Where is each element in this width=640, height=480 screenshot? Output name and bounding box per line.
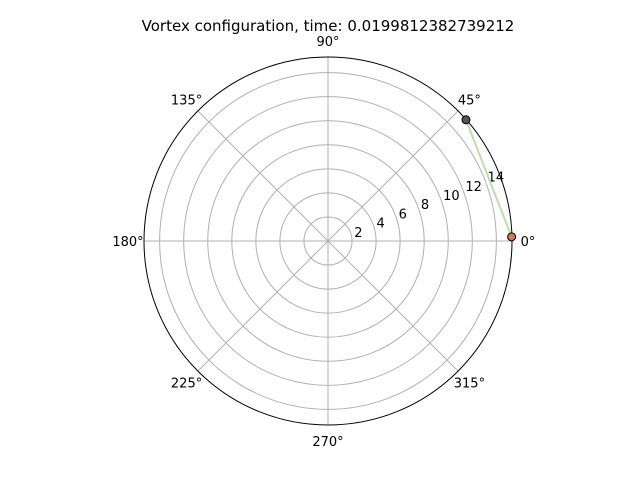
series-line xyxy=(465,119,513,238)
radial-tick-label: 12 xyxy=(465,180,482,195)
theta-tick-label: 180° xyxy=(112,235,143,250)
theta-tick-label: 45° xyxy=(458,94,481,109)
radial-tick-label: 2 xyxy=(354,226,362,241)
theta-tick-label: 315° xyxy=(454,376,485,391)
theta-tick-label: 90° xyxy=(316,35,339,50)
theta-tick-label: 225° xyxy=(171,376,202,391)
theta-tick-label: 270° xyxy=(312,435,343,450)
angular-gridline xyxy=(327,240,459,372)
radial-tick-label: 14 xyxy=(488,171,505,186)
theta-tick-label: 135° xyxy=(171,94,202,109)
angular-gridline xyxy=(327,110,459,242)
radial-tick-label: 10 xyxy=(443,189,460,204)
radial-tick-label: 8 xyxy=(421,198,429,213)
data-point xyxy=(507,232,517,242)
theta-tick-label: 0° xyxy=(521,235,536,250)
chart-title: Vortex configuration, time: 0.0199812382… xyxy=(142,17,515,35)
radial-tick-label: 6 xyxy=(399,207,407,222)
angular-gridline xyxy=(197,240,329,372)
angular-gridline xyxy=(197,110,329,242)
data-point xyxy=(461,115,471,125)
radial-tick-label: 4 xyxy=(376,217,384,232)
